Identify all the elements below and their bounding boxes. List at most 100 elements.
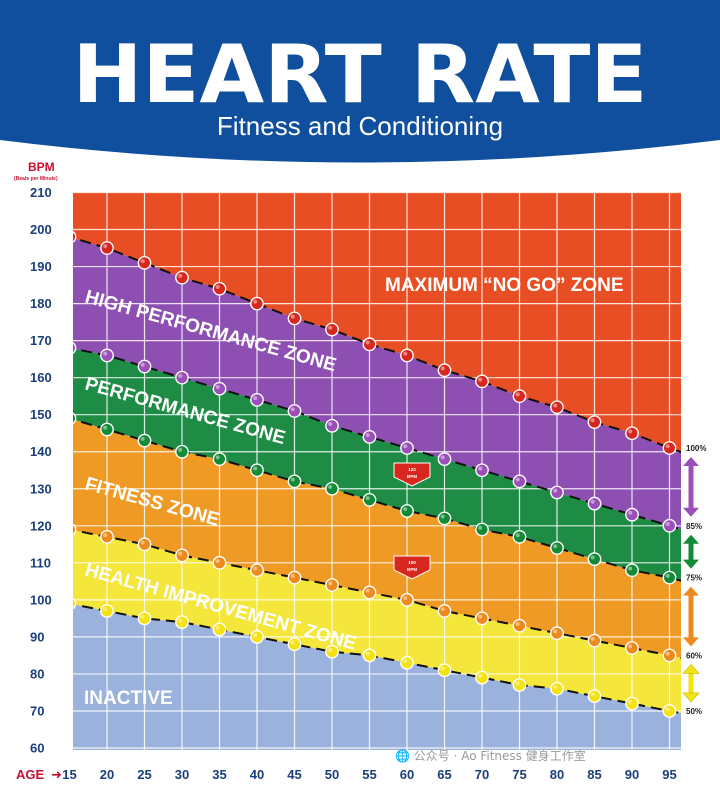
percent-label: 100% bbox=[686, 444, 706, 453]
data-point-highlight bbox=[253, 396, 258, 401]
data-point-highlight bbox=[66, 344, 70, 348]
data-point-75pct bbox=[437, 511, 452, 526]
y-tick-label: 90 bbox=[30, 629, 44, 644]
data-point-75pct bbox=[325, 481, 339, 496]
data-point-50pct bbox=[287, 637, 302, 652]
data-point-60pct bbox=[437, 604, 452, 618]
data-point-highlight bbox=[403, 507, 408, 512]
data-point-highlight bbox=[215, 384, 220, 389]
data-point-highlight bbox=[440, 607, 445, 612]
data-point-highlight bbox=[328, 647, 333, 652]
data-point-highlight bbox=[328, 422, 333, 427]
y-tick-label: 140 bbox=[30, 444, 52, 459]
data-point-60pct bbox=[73, 523, 77, 536]
x-tick-label: 30 bbox=[175, 767, 189, 782]
svg-text:BPM: BPM bbox=[407, 567, 417, 572]
data-point-75pct bbox=[73, 412, 77, 425]
x-tick-label: 80 bbox=[550, 767, 564, 782]
chart-title: HEART RATE bbox=[73, 28, 648, 121]
data-point-highlight bbox=[178, 373, 183, 378]
x-tick-label: 60 bbox=[400, 767, 414, 782]
y-tick-label: 180 bbox=[30, 296, 52, 311]
svg-text:BPM: BPM bbox=[407, 474, 417, 479]
x-tick-label: 35 bbox=[212, 767, 226, 782]
zone-performance-band bbox=[73, 348, 681, 581]
y-tick-label: 100 bbox=[30, 592, 52, 607]
y-tick-label: 200 bbox=[30, 222, 52, 237]
y-tick-label: 70 bbox=[30, 703, 44, 718]
data-point-100pct bbox=[325, 322, 339, 337]
data-point-highlight bbox=[478, 614, 483, 619]
zone-range-arrow bbox=[683, 586, 699, 647]
data-point-100pct bbox=[73, 230, 77, 243]
data-point-highlight bbox=[665, 444, 670, 449]
zone-maximum-band bbox=[73, 192, 681, 453]
data-point-highlight bbox=[553, 544, 558, 549]
x-tick-label: 70 bbox=[475, 767, 489, 782]
y-tick-label: 60 bbox=[30, 741, 44, 756]
data-point-highlight bbox=[590, 692, 595, 697]
data-point-highlight bbox=[140, 436, 145, 441]
data-point-100pct bbox=[212, 281, 227, 296]
y-tick-label: 210 bbox=[30, 185, 52, 200]
data-point-highlight bbox=[103, 351, 108, 356]
percent-label: 50% bbox=[686, 707, 702, 716]
callout-120-bpm: 120 BPM bbox=[393, 462, 431, 487]
data-point-100pct bbox=[175, 270, 189, 285]
data-point-highlight bbox=[328, 484, 333, 489]
data-point-highlight bbox=[515, 621, 520, 626]
y-axis-ticks: 60 70 80 90 100 110 120 130 140 150 160 170 180 190 20… bbox=[30, 185, 52, 756]
data-point-highlight bbox=[365, 588, 370, 593]
x-tick-label: 15 bbox=[62, 767, 76, 782]
data-point-highlight bbox=[478, 673, 483, 678]
x-axis-label: AGE bbox=[16, 767, 45, 782]
y-tick-label: 120 bbox=[30, 518, 52, 533]
data-point-85pct bbox=[137, 359, 152, 374]
data-point-75pct bbox=[512, 530, 527, 544]
percent-label: 85% bbox=[686, 522, 702, 531]
data-point-highlight bbox=[66, 526, 70, 530]
data-point-highlight bbox=[178, 551, 183, 556]
data-point-85pct bbox=[550, 485, 564, 500]
data-point-highlight bbox=[665, 651, 670, 656]
data-point-60pct bbox=[400, 592, 414, 607]
data-point-50pct bbox=[137, 611, 152, 626]
zone-health-improvement-band bbox=[73, 530, 681, 714]
data-point-50pct bbox=[587, 689, 602, 704]
data-point-100pct bbox=[287, 311, 302, 326]
plot-area bbox=[66, 192, 681, 750]
data-point-50pct bbox=[400, 655, 414, 670]
data-point-highlight bbox=[515, 681, 520, 686]
data-point-75pct bbox=[662, 570, 677, 585]
data-point-60pct bbox=[212, 555, 227, 570]
data-point-100pct bbox=[250, 296, 264, 311]
data-point-60pct bbox=[250, 563, 264, 578]
data-point-60pct bbox=[587, 633, 602, 648]
x-tick-label: 50 bbox=[325, 767, 339, 782]
data-point-highlight bbox=[103, 607, 108, 612]
x-tick-label: 85 bbox=[587, 767, 601, 782]
data-point-85pct bbox=[437, 452, 452, 467]
data-point-highlight bbox=[403, 596, 408, 601]
y-tick-label: 110 bbox=[30, 555, 51, 570]
zone-label-maximum: MAXIMUM “NO GO” ZONE bbox=[385, 275, 624, 296]
data-point-highlight bbox=[515, 477, 520, 482]
data-point-85pct bbox=[325, 418, 339, 433]
x-tick-label: 25 bbox=[137, 767, 151, 782]
y-tick-label: 160 bbox=[30, 370, 52, 385]
data-point-85pct bbox=[400, 441, 414, 455]
x-tick-label: 90 bbox=[625, 767, 639, 782]
data-point-highlight bbox=[290, 573, 295, 578]
data-point-highlight bbox=[103, 244, 108, 249]
data-point-highlight bbox=[665, 573, 670, 578]
chart-subtitle: Fitness and Conditioning bbox=[217, 111, 503, 141]
zone-range-arrow bbox=[682, 663, 700, 703]
callout-100-bpm: 100 BPM bbox=[393, 555, 431, 580]
data-point-50pct bbox=[475, 670, 489, 685]
data-point-highlight bbox=[440, 366, 445, 371]
data-point-highlight bbox=[140, 259, 145, 264]
data-point-highlight bbox=[178, 618, 183, 623]
data-point-60pct bbox=[175, 548, 189, 563]
data-point-60pct bbox=[287, 570, 302, 585]
